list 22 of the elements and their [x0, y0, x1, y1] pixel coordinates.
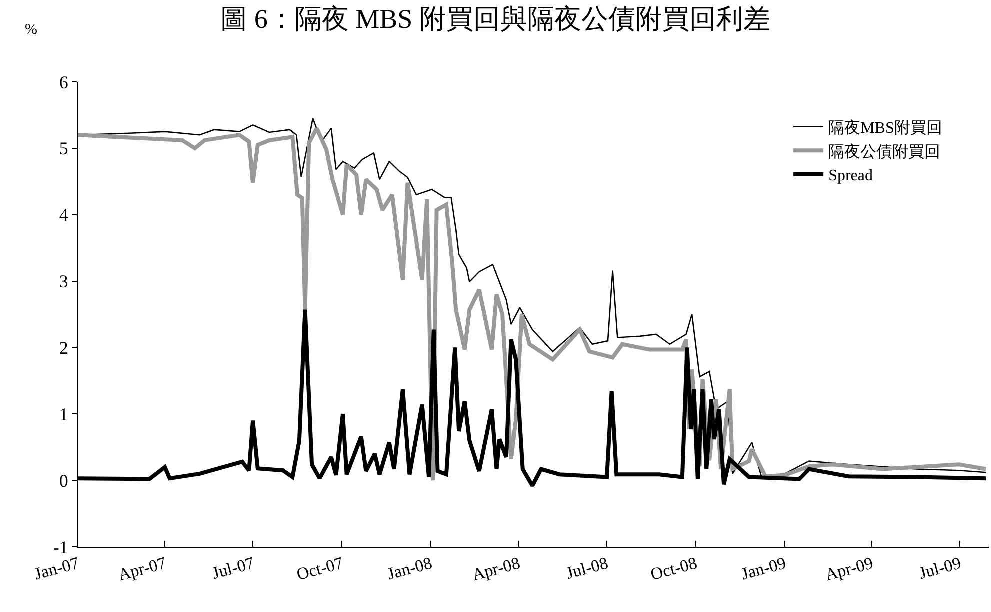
- x-tick-label: Apr-07: [116, 553, 169, 585]
- y-tick-label: 4: [59, 205, 68, 226]
- x-tick-label: Jul-08: [564, 554, 610, 583]
- y-tick-label: 2: [59, 338, 68, 358]
- legend-label: 隔夜公債附買回: [828, 142, 941, 161]
- y-tick-label: 3: [59, 272, 68, 292]
- legend-label: 隔夜MBS附買回: [828, 119, 942, 138]
- x-tick-label: Jan-09: [739, 554, 788, 584]
- y-tick-label: 1: [59, 404, 68, 424]
- x-tick-label: Jul-07: [210, 553, 257, 583]
- legend-label: Spread: [828, 168, 874, 185]
- x-tick-label: Jan-08: [386, 554, 434, 584]
- x-tick-label: Oct-08: [648, 554, 700, 584]
- y-axis-title: %: [25, 22, 38, 38]
- x-tick-label: Jul-09: [917, 554, 964, 583]
- chart-title: 圖 6：隔夜 MBS 附買回與隔夜公債附買回利差: [220, 4, 770, 34]
- x-tick-label: Apr-09: [823, 554, 876, 585]
- y-tick-label: 6: [59, 72, 68, 92]
- x-tick-label: Apr-08: [470, 554, 522, 585]
- y-tick-label: 0: [59, 470, 68, 491]
- y-tick-label: 5: [59, 138, 68, 159]
- x-tick-label: Oct-07: [294, 553, 346, 584]
